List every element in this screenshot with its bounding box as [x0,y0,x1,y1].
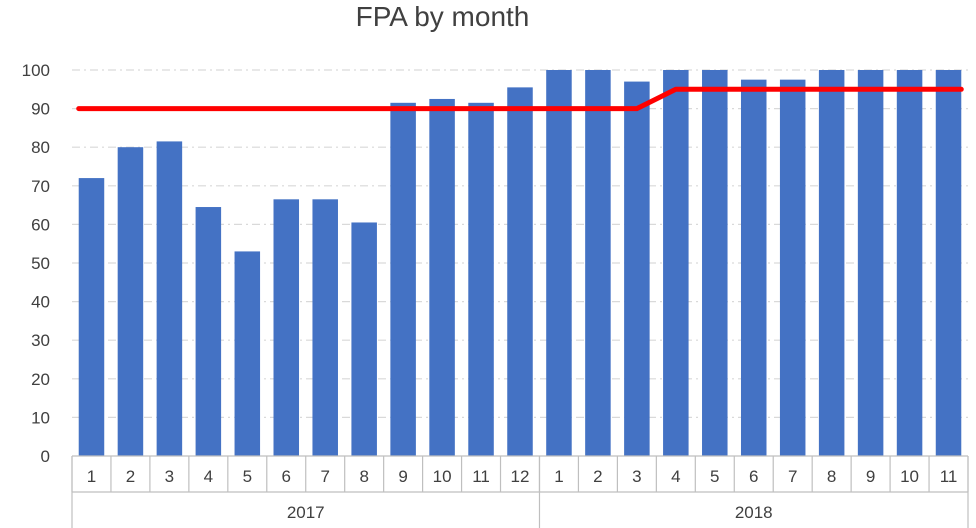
x-tick-label: 10 [433,467,452,486]
y-tick-label: 30 [31,331,50,350]
bar [156,141,183,456]
x-tick-label: 5 [243,467,252,486]
x-group-label: 2018 [735,503,773,522]
bar [702,70,728,456]
x-tick-label: 11 [472,467,490,486]
bar [312,199,338,456]
chart-title: FPA by month [355,1,530,32]
x-tick-label: 11 [940,467,958,486]
bar [896,70,923,456]
bar [507,87,533,457]
x-tick-label: 4 [671,467,680,486]
x-tick-label: 8 [359,467,368,486]
bar [546,70,572,456]
x-tick-label: 2 [593,467,602,486]
x-tick-label: 3 [165,467,174,486]
y-tick-label: 60 [31,215,50,234]
bar [273,199,300,456]
y-tick-label: 50 [31,254,50,273]
bar [740,79,767,457]
y-tick-label: 80 [31,138,50,157]
y-tick-label: 20 [31,370,50,389]
x-tick-label: 1 [554,467,563,486]
x-tick-label: 5 [710,467,719,486]
bar [78,178,105,456]
x-tick-label: 6 [282,467,291,486]
y-tick-label: 40 [31,293,50,312]
x-tick-label: 9 [866,467,875,486]
bar [195,207,222,456]
x-tick-label: 2 [126,467,135,486]
bar [779,79,806,457]
y-tick-label: 100 [22,61,50,80]
x-tick-label: 10 [900,467,919,486]
bar [117,147,144,456]
bar [468,102,494,456]
target-line [76,86,964,112]
x-tick-label: 1 [87,467,96,486]
x-group-label: 2017 [287,503,325,522]
bar [624,81,650,456]
x-tick-label: 3 [632,467,641,486]
bar [585,70,611,456]
y-tick-label: 90 [31,100,50,119]
x-tick-label: 8 [827,467,836,486]
bar [234,251,261,456]
x-tick-label: 12 [511,467,530,486]
x-tick-label: 4 [204,467,213,486]
y-tick-label: 10 [31,408,50,427]
bar [351,222,377,456]
bar [935,70,962,456]
bar [857,70,884,456]
x-tick-label: 9 [398,467,407,486]
bar [429,98,455,456]
bar [663,70,689,456]
y-tick-label: 0 [41,447,50,466]
x-tick-label: 6 [749,467,758,486]
x-tick-label: 7 [320,467,329,486]
y-tick-label: 70 [31,177,50,196]
x-tick-label: 7 [788,467,797,486]
bar [390,102,416,456]
bar [818,70,845,456]
